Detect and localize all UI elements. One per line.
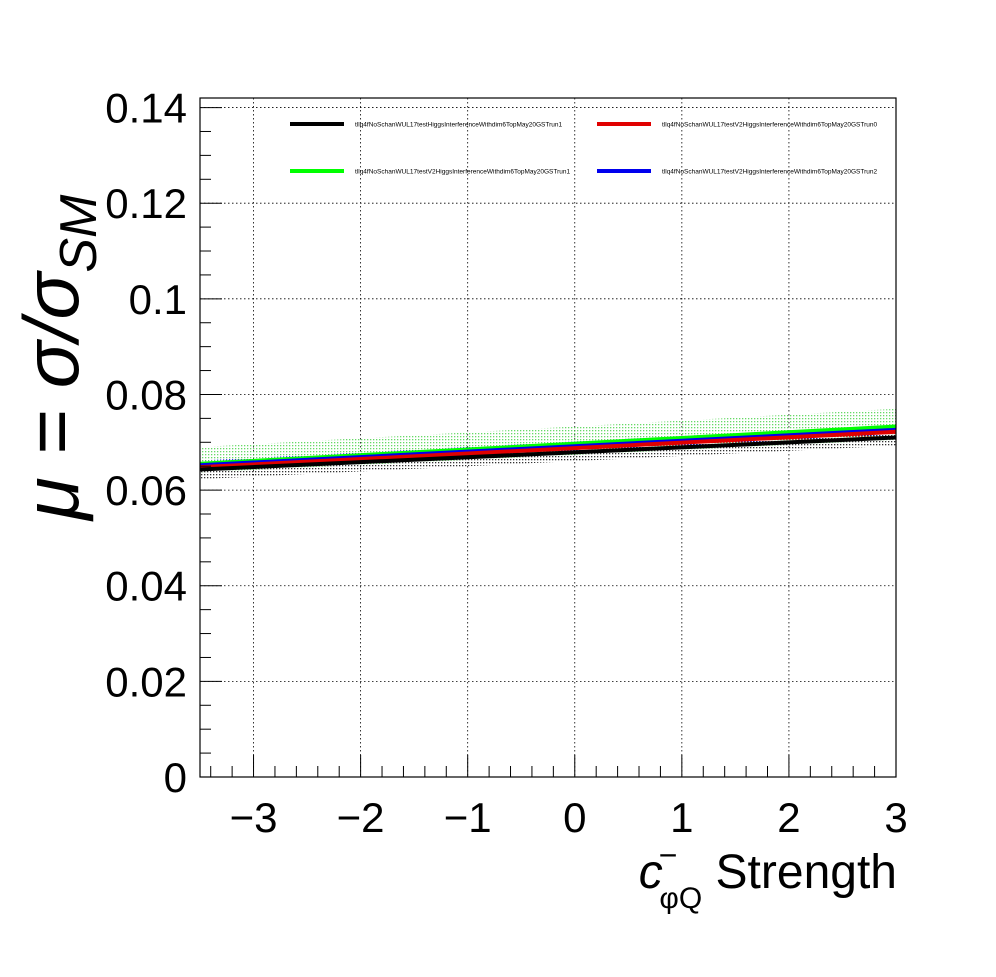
plot-frame — [199, 97, 897, 778]
y-tick-labels: 0 0.02 0.04 0.06 0.08 0.1 0.12 0.14 — [105, 85, 187, 801]
line-series-0 — [199, 435, 897, 472]
x-tick-label: 0 — [563, 794, 586, 841]
legend-label-1: tllq4fNoSchanWUL17testV2HiggsInterferenc… — [662, 122, 877, 129]
series-lines — [199, 424, 897, 472]
y-tick-label: 0.06 — [105, 467, 187, 514]
y-tick-label: 0 — [164, 754, 187, 801]
y-tick-label: 0.14 — [105, 85, 187, 132]
line-series-1 — [199, 429, 897, 470]
x-tick-labels: −3 −2 −1 0 1 2 3 — [230, 794, 908, 841]
x-tick-label: 2 — [777, 794, 800, 841]
x-tick-label: 3 — [884, 794, 907, 841]
legend-label-3: tllq4fNoSchanWUL17testV2HiggsInterferenc… — [662, 169, 877, 176]
x-axis-title-sub: φQ — [659, 882, 702, 915]
legend: tllq4fNoSchanWUL17testHiggsInterferenceW… — [290, 122, 877, 176]
y-axis-title-sub: SM — [50, 194, 108, 273]
x-axis-title: c− φQ Strength — [639, 837, 897, 915]
y-axis-title: μ = σ/σSM — [7, 194, 108, 522]
x-tick-label: −1 — [444, 794, 492, 841]
y-tick-label: 0.08 — [105, 371, 187, 418]
x-tick-label: −2 — [337, 794, 385, 841]
axis-ticks — [200, 107, 897, 778]
y-axis-title-main: μ = σ/σ — [7, 270, 95, 522]
y-tick-label: 0.1 — [129, 276, 187, 323]
x-axis-title-rest: Strength — [702, 846, 897, 899]
legend-label-2: tllq4fNoSchanWUL17testV2HiggsInterferenc… — [355, 169, 570, 176]
y-tick-label: 0.02 — [105, 658, 187, 705]
legend-label-0: tllq4fNoSchanWUL17testHiggsInterferenceW… — [355, 122, 563, 129]
x-axis-title-main: c — [639, 846, 663, 899]
x-tick-label: 1 — [670, 794, 693, 841]
y-tick-label: 0.12 — [105, 180, 187, 227]
x-axis-title-sup: − — [659, 837, 678, 873]
y-tick-label: 0.04 — [105, 563, 187, 610]
x-tick-label: −3 — [230, 794, 278, 841]
